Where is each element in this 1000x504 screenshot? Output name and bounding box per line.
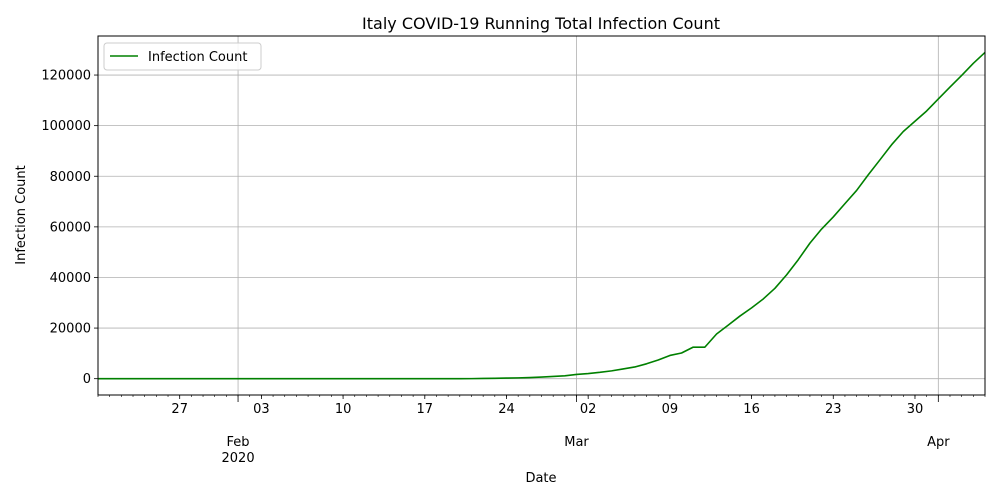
plot-frame bbox=[97, 35, 986, 396]
x-tick-label: 10 bbox=[335, 402, 352, 417]
chart-title: Italy COVID-19 Running Total Infection C… bbox=[362, 14, 720, 33]
grid bbox=[98, 36, 985, 395]
x-tick-label: 27 bbox=[171, 402, 188, 417]
y-tick-label: 100000 bbox=[41, 119, 91, 134]
y-tick-label: 120000 bbox=[41, 69, 91, 84]
legend-label-infection-count: Infection Count bbox=[148, 50, 247, 65]
x-tick-label: 30 bbox=[907, 402, 924, 417]
x-major-tick-label: Apr bbox=[927, 435, 950, 450]
y-tick-label: 60000 bbox=[50, 220, 91, 235]
y-tick-label: 40000 bbox=[50, 271, 91, 286]
legend: Infection Count bbox=[103, 42, 262, 71]
x-tick-label: 02 bbox=[580, 402, 597, 417]
y-axis-label: Infection Count bbox=[14, 165, 29, 264]
y-tick-label: 0 bbox=[83, 372, 91, 387]
x-tick-label: 03 bbox=[253, 402, 270, 417]
y-tick-label: 80000 bbox=[50, 170, 91, 185]
x-tick-label: 17 bbox=[417, 402, 434, 417]
x-major-tick-label: Feb bbox=[227, 435, 250, 450]
x-tick-label: 09 bbox=[662, 402, 679, 417]
x-tick-label: 23 bbox=[825, 402, 842, 417]
series-line-infection-count bbox=[98, 51, 986, 380]
legend-box bbox=[103, 42, 262, 71]
x-tick-label: 24 bbox=[498, 402, 515, 417]
y-axis-ticks: 0 20000 40000 60000 80000 100000 120000 bbox=[41, 69, 98, 387]
x-axis-label: Date bbox=[525, 471, 556, 486]
x-major-tick-label: 2020 bbox=[222, 451, 255, 466]
series-layer bbox=[98, 51, 986, 380]
x-tick-label: 16 bbox=[743, 402, 760, 417]
y-tick-label: 20000 bbox=[50, 322, 91, 337]
x-major-tick-label: Mar bbox=[564, 435, 589, 450]
